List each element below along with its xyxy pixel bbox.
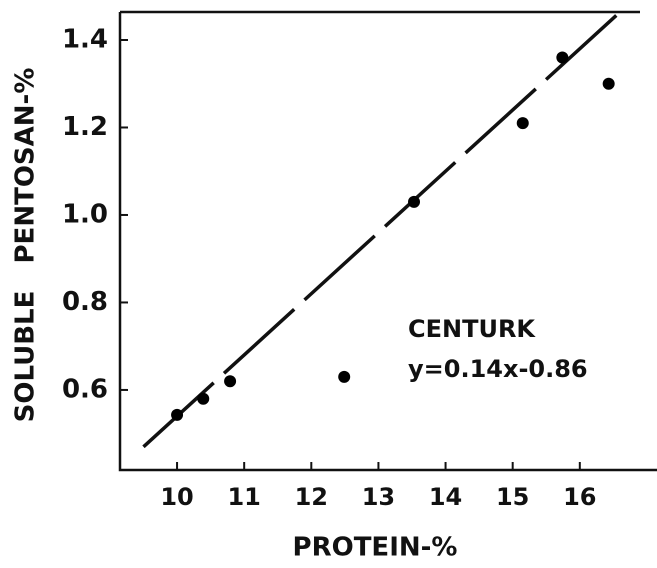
y-tick-label: 0.6 xyxy=(62,374,108,404)
point xyxy=(556,51,569,64)
x-axis-label: PROTEIN-% xyxy=(293,533,458,563)
axes xyxy=(118,10,657,472)
x-tick-label: 13 xyxy=(362,483,395,511)
point xyxy=(516,117,529,130)
x-tick-label: 12 xyxy=(295,483,328,511)
y-axis-label: SOLUBLE PENTOSAN-% xyxy=(11,68,41,423)
y-tick-label: 1.4 xyxy=(62,24,108,54)
point xyxy=(197,392,210,405)
annotation: CENTURK xyxy=(408,315,536,343)
point xyxy=(408,195,421,208)
x-tick-label: 14 xyxy=(429,483,462,511)
point xyxy=(602,77,615,90)
y-tick-label: 0.8 xyxy=(62,287,108,317)
point xyxy=(171,408,184,421)
x-tick-label: 16 xyxy=(563,483,596,511)
y-tick-label: 1.2 xyxy=(62,112,108,142)
point xyxy=(338,370,351,383)
point xyxy=(224,375,237,388)
y-tick-label: 1.0 xyxy=(62,199,108,229)
x-tick-label: 15 xyxy=(496,483,529,511)
annotation: y=0.14x-0.86 xyxy=(408,355,588,383)
x-tick-label: 11 xyxy=(227,483,260,511)
x-tick-label: 10 xyxy=(160,483,193,511)
